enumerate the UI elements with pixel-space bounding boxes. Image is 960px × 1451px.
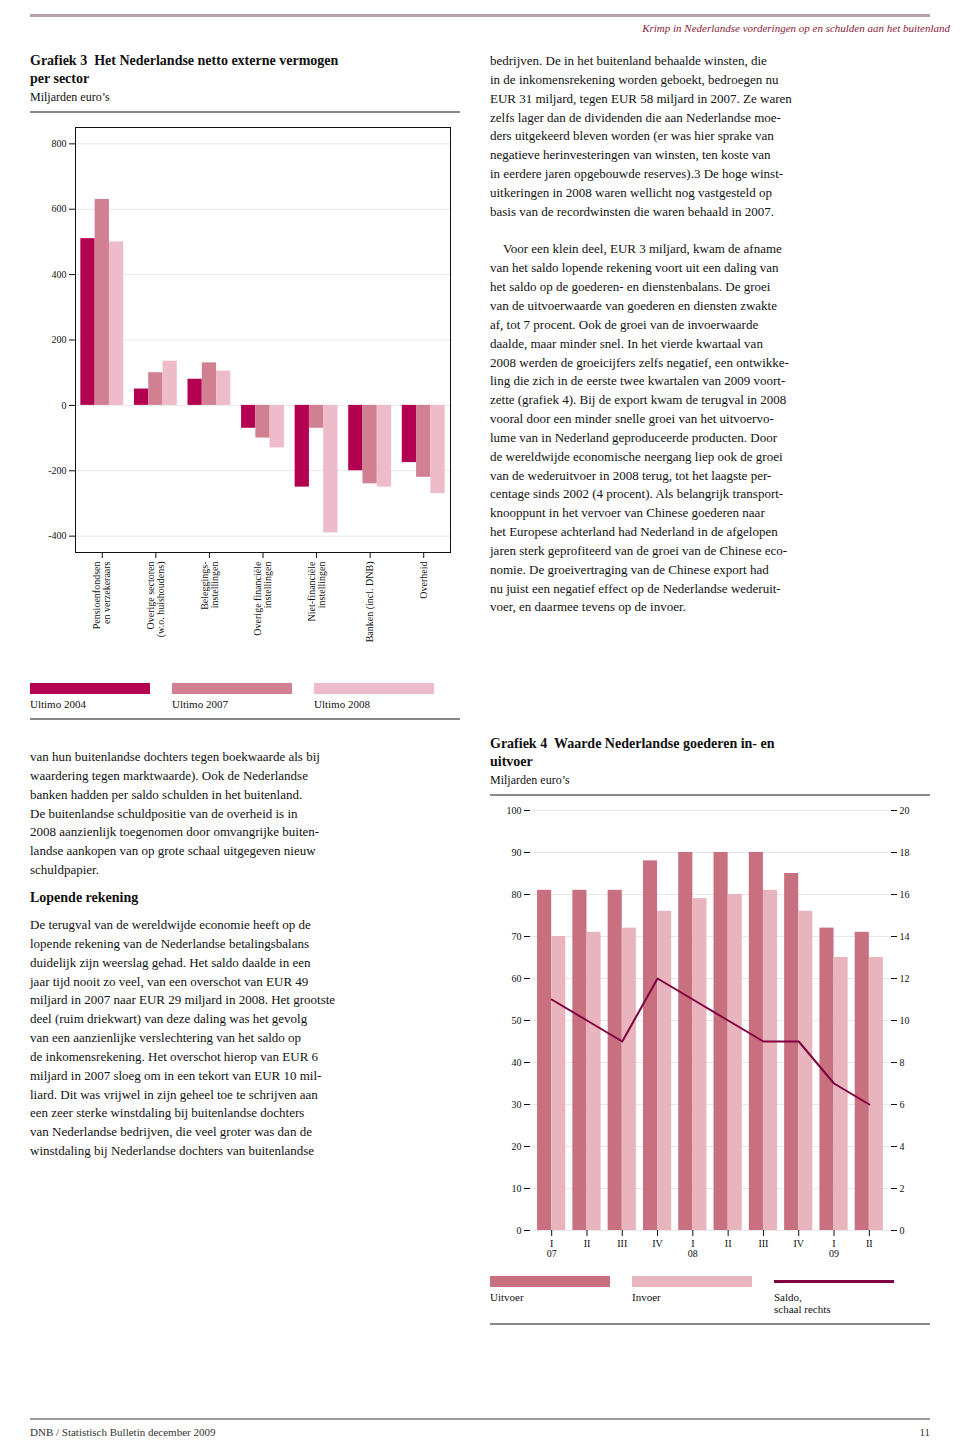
html-text:DNB / Statistisch Bulletin dec: DNB / Statistisch Bulletin december 2009 bbox=[30, 1426, 216, 1438]
svg-text:Niet-financiëleinstellingen: Niet-financiëleinstellingen bbox=[306, 561, 327, 622]
svg-text:Pensioenfondsenen verzekeraars: Pensioenfondsenen verzekeraars bbox=[91, 562, 112, 630]
html-text:Miljarden euro’s: Miljarden euro’s bbox=[490, 773, 570, 788]
svg-text:100: 100 bbox=[507, 805, 522, 816]
svg-text:2: 2 bbox=[900, 1183, 905, 1194]
svg-text:0: 0 bbox=[900, 1225, 905, 1236]
svg-text:80: 80 bbox=[512, 889, 522, 900]
svg-text:60: 60 bbox=[512, 973, 522, 984]
html-text:Invoer: Invoer bbox=[632, 1291, 661, 1304]
svg-text:8: 8 bbox=[900, 1057, 905, 1068]
svg-text:0: 0 bbox=[62, 400, 67, 411]
html-text:Ultimo 2007: Ultimo 2007 bbox=[172, 698, 228, 711]
svg-text:II: II bbox=[725, 1238, 732, 1249]
svg-text:III: III bbox=[617, 1238, 627, 1249]
svg-text:20: 20 bbox=[512, 1141, 522, 1152]
html-text:Miljarden euro’s: Miljarden euro’s bbox=[30, 90, 110, 105]
html-text:Grafiek 4 Waarde Nederlandse g: Grafiek 4 Waarde Nederlandse goederen in… bbox=[490, 736, 775, 770]
html-text:Lopende rekening: Lopende rekening bbox=[30, 890, 139, 905]
svg-text:40: 40 bbox=[512, 1057, 522, 1068]
html-text:Uitvoer: Uitvoer bbox=[490, 1291, 524, 1304]
svg-text:14: 14 bbox=[900, 931, 910, 942]
svg-text:-400: -400 bbox=[48, 531, 66, 542]
html-text:De terugval van de wereldwijde: De terugval van de wereldwijde economie … bbox=[30, 917, 336, 1159]
svg-text:400: 400 bbox=[52, 269, 67, 280]
svg-text:800: 800 bbox=[52, 138, 67, 149]
svg-text:IV: IV bbox=[652, 1238, 663, 1249]
html-text:bedrijven. De in het buitenlan: bedrijven. De in het buitenland behaalde… bbox=[490, 53, 792, 615]
html-text:Saldo, schaal rechts: Saldo, schaal rechts bbox=[774, 1291, 831, 1316]
svg-text:II: II bbox=[866, 1238, 873, 1249]
svg-text:Overheid: Overheid bbox=[418, 562, 429, 599]
svg-text:-200: -200 bbox=[48, 465, 66, 476]
svg-text:III: III bbox=[758, 1238, 768, 1249]
svg-text:I07: I07 bbox=[547, 1238, 557, 1259]
svg-text:I08: I08 bbox=[688, 1238, 698, 1259]
svg-text:Overige financiëleinstellingen: Overige financiëleinstellingen bbox=[252, 561, 273, 636]
svg-text:200: 200 bbox=[52, 335, 67, 346]
html-text:Ultimo 2004: Ultimo 2004 bbox=[30, 698, 86, 711]
svg-text:10: 10 bbox=[900, 1015, 910, 1026]
svg-text:90: 90 bbox=[512, 847, 522, 858]
html-text:11: 11 bbox=[919, 1426, 930, 1438]
svg-text:Overige sectoren(w.o. huishoud: Overige sectoren(w.o. huishoudens) bbox=[145, 562, 167, 638]
html-text:Grafiek 3 Het Nederlandse nett: Grafiek 3 Het Nederlandse netto externe … bbox=[30, 53, 339, 87]
html-text:van hun buitenlandse dochters: van hun buitenlandse dochters tegen boek… bbox=[30, 749, 320, 878]
svg-text:16: 16 bbox=[900, 889, 910, 900]
svg-text:18: 18 bbox=[900, 847, 910, 858]
svg-text:12: 12 bbox=[900, 973, 910, 984]
svg-text:20: 20 bbox=[900, 805, 910, 816]
svg-text:30: 30 bbox=[512, 1099, 522, 1110]
svg-text:600: 600 bbox=[52, 204, 67, 215]
svg-text:0: 0 bbox=[517, 1225, 522, 1236]
html-text:Krimp in Nederlandse vordering: Krimp in Nederlandse vorderingen op en s… bbox=[642, 22, 950, 34]
svg-text:50: 50 bbox=[512, 1015, 522, 1026]
svg-text:IV: IV bbox=[793, 1238, 804, 1249]
svg-text:Banken (incl. DNB): Banken (incl. DNB) bbox=[364, 562, 376, 643]
svg-text:4: 4 bbox=[900, 1141, 905, 1152]
svg-text:6: 6 bbox=[900, 1099, 905, 1110]
svg-text:I09: I09 bbox=[829, 1238, 839, 1259]
svg-text:10: 10 bbox=[512, 1183, 522, 1194]
svg-text:II: II bbox=[584, 1238, 591, 1249]
html-text:Ultimo 2008: Ultimo 2008 bbox=[314, 698, 370, 711]
svg-text:70: 70 bbox=[512, 931, 522, 942]
svg-text:Beleggings-instellingen: Beleggings-instellingen bbox=[199, 562, 220, 610]
